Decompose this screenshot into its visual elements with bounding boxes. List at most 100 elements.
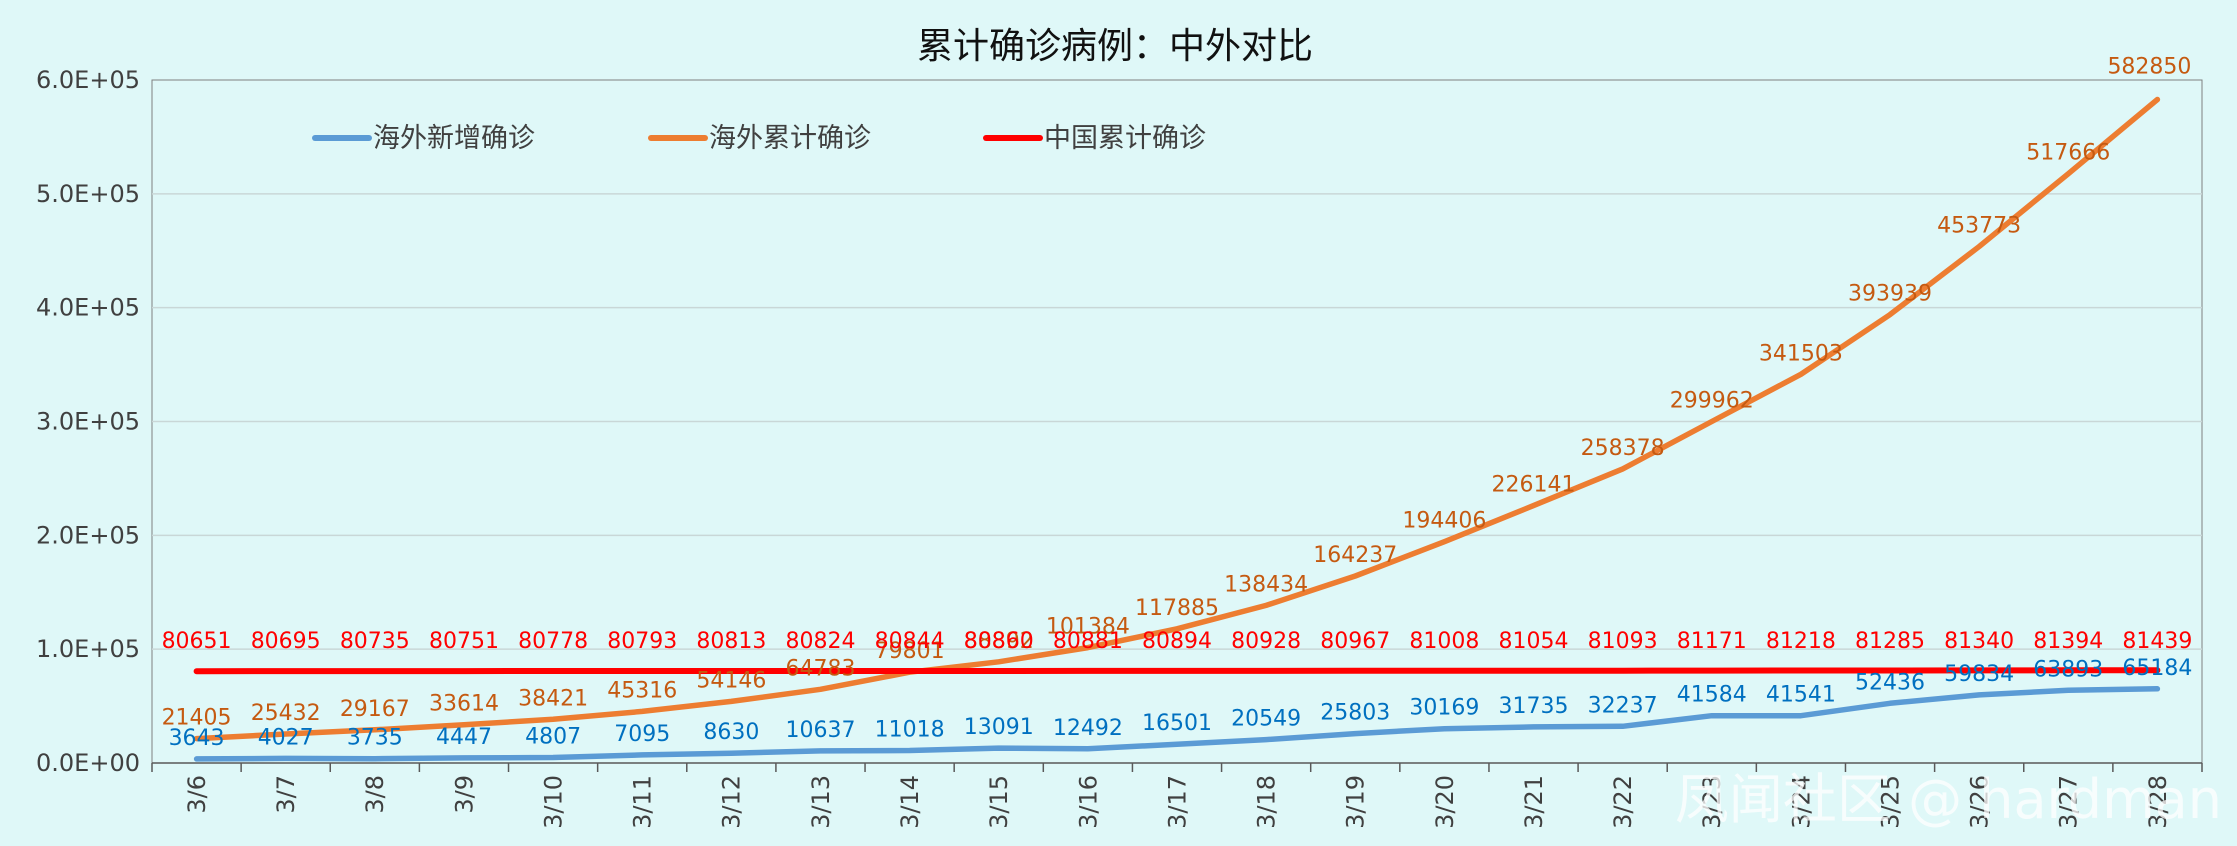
data-label-series-2: 21405 xyxy=(162,706,232,731)
data-label-series-3: 80735 xyxy=(340,629,410,654)
data-label-series-3: 81285 xyxy=(1855,629,1925,654)
data-label-series-1: 41584 xyxy=(1677,683,1747,708)
x-tick-label: 3/22 xyxy=(1609,775,1637,829)
series-lines xyxy=(193,96,2161,762)
data-label-series-2: 393939 xyxy=(1848,282,1932,307)
data-label-series-3: 81340 xyxy=(1944,629,2014,654)
data-label-series-3: 80778 xyxy=(518,629,588,654)
data-label-series-2: 33614 xyxy=(429,692,499,717)
data-label-series-2: 117885 xyxy=(1135,596,1219,621)
y-tick-label: 3.0E+05 xyxy=(36,408,140,436)
data-label-series-1: 4027 xyxy=(258,725,314,750)
data-label-series-3: 80751 xyxy=(429,629,499,654)
x-tick-label: 3/12 xyxy=(718,775,746,829)
series-line-2 xyxy=(193,96,2161,742)
data-label-series-2: 299962 xyxy=(1670,389,1754,414)
data-label-series-2: 54146 xyxy=(696,668,766,693)
data-labels: 3643 4027 3735 4447 4807 7095 8630 10637 11018 13… xyxy=(162,55,2193,751)
data-label-series-2: 64783 xyxy=(785,656,855,681)
y-tick-label: 4.0E+05 xyxy=(36,294,140,322)
data-label-series-2: 138434 xyxy=(1224,572,1308,597)
x-tick-label: 3/16 xyxy=(1074,775,1102,829)
data-label-series-1: 4807 xyxy=(525,725,581,750)
x-tick-label: 3/11 xyxy=(629,775,657,829)
x-tick-label: 3/26 xyxy=(1966,775,1994,829)
legend-entry: 海外累计确诊 xyxy=(709,123,871,154)
data-label-series-3: 81394 xyxy=(2033,629,2103,654)
data-label-series-2: 517666 xyxy=(2026,141,2110,166)
gridlines xyxy=(152,193,2202,650)
data-label-series-3: 81171 xyxy=(1677,629,1747,654)
data-label-series-1: 8630 xyxy=(703,720,759,745)
chart-title: 累计确诊病例：中外对比 xyxy=(917,26,1313,67)
legend-entry: 海外新增确诊 xyxy=(373,123,535,154)
data-label-series-1: 63893 xyxy=(2033,657,2103,682)
series-line-3 xyxy=(193,667,2161,675)
data-label-series-3: 80824 xyxy=(785,629,855,654)
data-label-series-3: 80967 xyxy=(1320,629,1390,654)
x-tick-label: 3/19 xyxy=(1342,775,1370,829)
data-label-series-2: 25432 xyxy=(251,701,321,726)
x-tick-label: 3/7 xyxy=(272,775,300,814)
data-label-series-3: 80813 xyxy=(696,629,766,654)
x-tick-label: 3/15 xyxy=(985,775,1013,829)
x-tick-label: 3/13 xyxy=(807,775,835,829)
data-label-series-1: 32237 xyxy=(1588,693,1658,718)
x-tick-label: 3/6 xyxy=(183,775,211,814)
data-label-series-2: 164237 xyxy=(1313,543,1397,568)
data-label-series-2: 226141 xyxy=(1492,473,1576,498)
data-label-series-3: 80928 xyxy=(1231,629,1301,654)
series-line-1 xyxy=(193,686,2161,762)
x-tick-label: 3/18 xyxy=(1253,775,1281,829)
data-label-series-1: 20549 xyxy=(1231,707,1301,732)
y-tick-label: 5.0E+05 xyxy=(36,180,140,208)
data-label-series-2: 88892 xyxy=(964,629,1034,654)
data-label-series-3: 80793 xyxy=(607,629,677,654)
data-label-series-1: 4447 xyxy=(436,725,492,750)
data-label-series-3: 80860 xyxy=(964,629,1034,654)
y-tick-label: 1.0E+05 xyxy=(36,635,140,663)
data-label-series-2: 341503 xyxy=(1759,341,1843,366)
x-tick-label: 3/23 xyxy=(1698,775,1726,829)
data-label-series-2: 453773 xyxy=(1937,213,2021,238)
x-tick-label: 3/8 xyxy=(361,775,389,814)
data-label-series-2: 194406 xyxy=(1402,509,1486,534)
data-label-series-2: 79801 xyxy=(875,639,945,664)
watermark: 凤闻社区 @ hardman xyxy=(1675,768,2222,831)
data-label-series-2: 101384 xyxy=(1046,615,1130,640)
data-label-series-2: 45316 xyxy=(607,678,677,703)
data-label-series-3: 80844 xyxy=(875,629,945,654)
data-label-series-2: 29167 xyxy=(340,697,410,722)
data-label-series-1: 59834 xyxy=(1944,662,2014,687)
y-tick-label: 0.0E+00 xyxy=(36,749,140,777)
legend: 海外新增确诊 海外累计确诊 中国累计确诊 xyxy=(312,123,1206,154)
data-label-series-1: 25803 xyxy=(1320,701,1390,726)
data-label-series-3: 81054 xyxy=(1499,629,1569,654)
data-label-series-1: 12492 xyxy=(1053,716,1123,741)
data-label-series-1: 31735 xyxy=(1499,694,1569,719)
x-tick-label: 3/25 xyxy=(1876,775,1904,829)
data-label-series-2: 258378 xyxy=(1581,436,1665,461)
data-label-series-1: 41541 xyxy=(1766,683,1836,708)
x-tick-label: 3/27 xyxy=(2055,775,2083,829)
x-tick-label: 3/9 xyxy=(450,775,478,814)
data-label-series-1: 3735 xyxy=(347,726,403,751)
axes: 0.0E+00 1.0E+05 2.0E+05 3.0E+05 4.0E+05 5.0E+… xyxy=(36,66,2203,829)
data-label-series-3: 81008 xyxy=(1409,629,1479,654)
data-label-series-1: 65184 xyxy=(2122,656,2192,681)
data-label-series-3: 81093 xyxy=(1588,629,1658,654)
x-tick-label: 3/17 xyxy=(1163,775,1191,829)
x-tick-label: 3/21 xyxy=(1520,775,1548,829)
data-label-series-1: 10637 xyxy=(785,718,855,743)
data-label-series-1: 13091 xyxy=(964,715,1034,740)
data-label-series-1: 3643 xyxy=(169,726,225,751)
data-label-series-3: 80881 xyxy=(1053,629,1123,654)
x-tick-label: 3/28 xyxy=(2144,775,2172,829)
data-label-series-1: 7095 xyxy=(614,722,670,747)
data-label-series-3: 80695 xyxy=(251,629,321,654)
x-tick-label: 3/24 xyxy=(1787,775,1815,829)
data-label-series-1: 11018 xyxy=(875,717,945,742)
x-tick-label: 3/14 xyxy=(896,775,924,829)
data-label-series-3: 81218 xyxy=(1766,629,1836,654)
